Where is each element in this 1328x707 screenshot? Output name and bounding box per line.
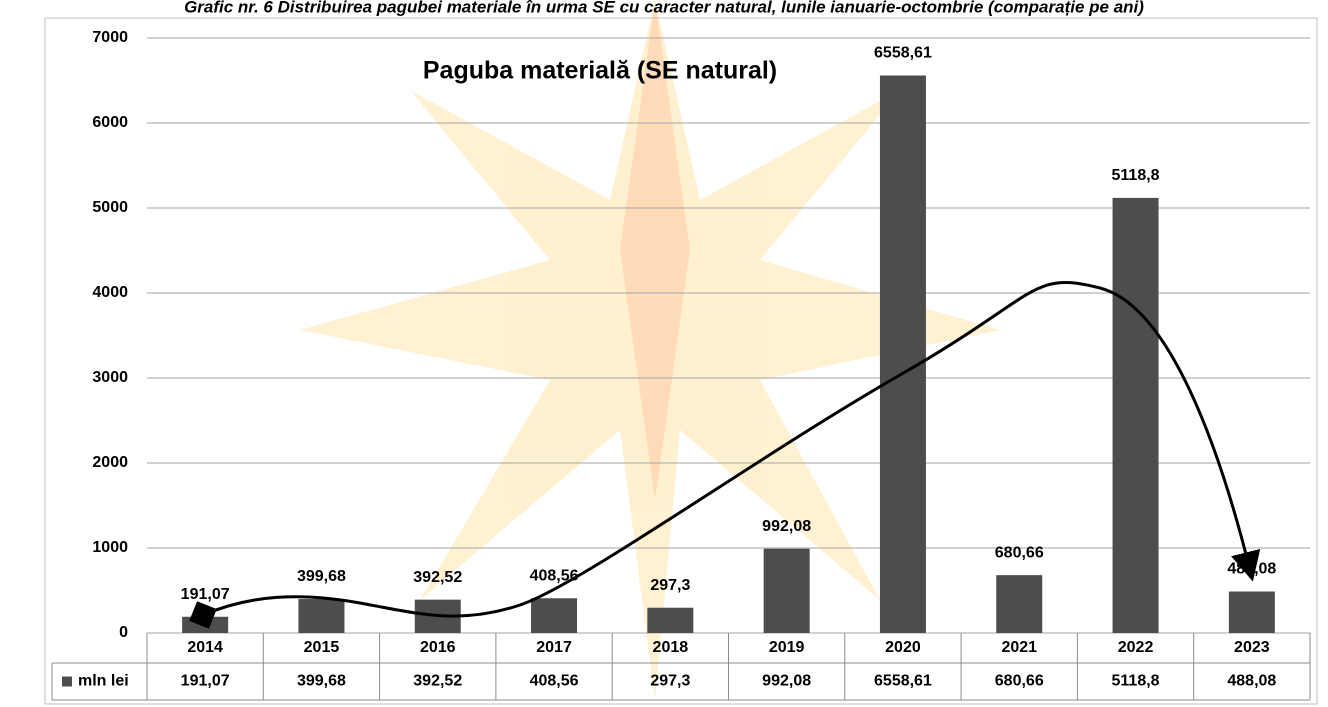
data-label: 5118,8 [1112, 167, 1160, 184]
legend-swatch [62, 677, 72, 687]
chart-title: Paguba materială (SE natural) [423, 57, 777, 85]
y-tick-label: 1000 [92, 539, 128, 556]
bar [647, 608, 693, 633]
data-label: 488,08 [1227, 561, 1276, 578]
bar [764, 549, 810, 633]
table-value: 680,66 [995, 673, 1044, 690]
table-value: 392,52 [413, 673, 462, 690]
x-tick-label: 2018 [653, 639, 689, 656]
data-label: 6558,61 [874, 45, 932, 62]
y-tick-label: 5000 [92, 199, 128, 216]
y-tick-label: 6000 [92, 114, 128, 131]
data-label: 408,56 [530, 567, 579, 584]
y-tick-label: 4000 [92, 284, 128, 301]
caption: Grafic nr. 6 Distribuirea pagubei materi… [184, 0, 1144, 16]
bar [996, 575, 1042, 633]
bar [1229, 592, 1275, 633]
x-tick-label: 2023 [1234, 639, 1270, 656]
bar [531, 598, 577, 633]
data-label: 992,08 [762, 518, 811, 535]
chart: Grafic nr. 6 Distribuirea pagubei materi… [0, 0, 1328, 707]
data-label: 297,3 [650, 577, 690, 594]
x-tick-label: 2017 [536, 639, 572, 656]
table-value: 992,08 [762, 673, 811, 690]
x-tick-label: 2022 [1118, 639, 1154, 656]
x-tick-label: 2014 [187, 639, 223, 656]
data-label: 680,66 [995, 544, 1044, 561]
legend-label: mln lei [78, 673, 129, 690]
x-tick-label: 2015 [304, 639, 340, 656]
data-label: 399,68 [297, 568, 346, 585]
table-value: 488,08 [1227, 673, 1276, 690]
bar [880, 76, 926, 633]
y-tick-label: 3000 [92, 369, 128, 386]
table-value: 297,3 [650, 673, 690, 690]
table-value: 408,56 [530, 673, 579, 690]
x-tick-label: 2016 [420, 639, 456, 656]
y-tick-label: 2000 [92, 454, 128, 471]
table-value: 6558,61 [874, 673, 932, 690]
data-label: 392,52 [413, 569, 462, 586]
y-tick-label: 0 [119, 624, 128, 641]
table-value: 191,07 [181, 673, 230, 690]
y-tick-label: 7000 [92, 29, 128, 46]
x-tick-label: 2021 [1001, 639, 1037, 656]
data-label: 191,07 [181, 586, 230, 603]
bar [182, 617, 228, 633]
bar [1113, 198, 1159, 633]
x-tick-label: 2019 [769, 639, 805, 656]
table-value: 5118,8 [1112, 673, 1160, 690]
table-value: 399,68 [297, 673, 346, 690]
x-tick-label: 2020 [885, 639, 921, 656]
bar [298, 599, 344, 633]
